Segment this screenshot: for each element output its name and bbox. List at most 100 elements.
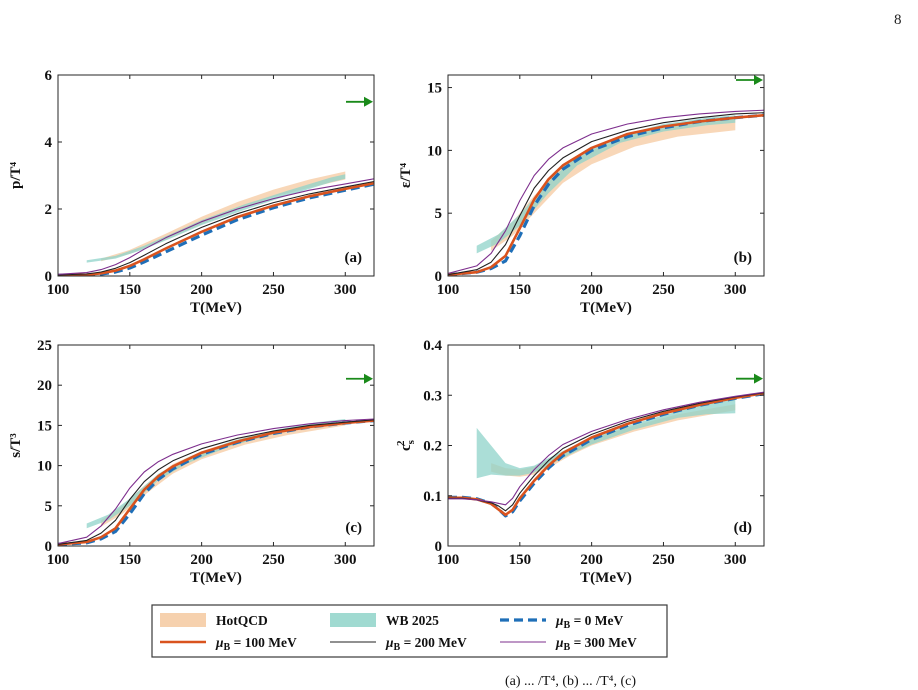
x-axis-label: T(MeV)	[190, 300, 242, 316]
legend-label: WB 2025	[386, 613, 439, 628]
plot-area	[58, 171, 374, 276]
legend-label: μB = 200 MeV	[385, 635, 467, 653]
y-tick-label: 6	[45, 68, 53, 84]
y-tick-label: 25	[37, 338, 52, 354]
x-tick-label: 300	[334, 552, 357, 568]
y-axis-label: s/T³	[8, 433, 24, 458]
band-wb-2025	[476, 397, 736, 479]
panel-label: (d)	[734, 520, 752, 536]
x-tick-label: 100	[437, 282, 460, 298]
plot-area	[58, 418, 374, 546]
series-line-mub-300	[448, 109, 764, 275]
legend-label: μB = 100 MeV	[215, 635, 297, 653]
series-line-mub-300	[448, 391, 764, 506]
chart-panel-4: 100 150 200 250 300 0 0.1 0.2 0.3 0.4 T(MeV) cs2 (d)	[395, 338, 765, 586]
y-tick-label: 20	[37, 378, 52, 394]
axes-box	[57, 74, 375, 277]
series-line-mub-200	[58, 180, 374, 276]
legend-item-b-0-mev: μB = 0 MeV	[500, 613, 623, 631]
legend-box	[151, 604, 668, 658]
x-tick-label: 300	[334, 282, 357, 298]
y-tick-label: 15	[37, 418, 52, 434]
plot-area	[448, 391, 764, 518]
band-hotqcd	[101, 419, 346, 527]
x-tick-label: 200	[190, 552, 213, 568]
x-tick-label: 150	[509, 282, 532, 298]
x-tick-label: 300	[724, 552, 747, 568]
x-tick-label: 150	[509, 552, 532, 568]
series-line-mub-200	[448, 392, 764, 512]
plot-area	[448, 109, 764, 276]
x-axis-label: T(MeV)	[580, 570, 632, 586]
x-tick-label: 250	[262, 282, 285, 298]
x-axis-label: T(MeV)	[580, 300, 632, 316]
y-tick-label: 0.3	[423, 388, 442, 404]
x-tick-label: 200	[580, 552, 603, 568]
y-tick-label: 2	[45, 202, 53, 218]
panel-label: (a)	[345, 250, 363, 266]
x-tick-label: 300	[724, 282, 747, 298]
panel-label: (c)	[345, 520, 362, 536]
legend-item-wb-2025: WB 2025	[330, 613, 439, 628]
y-tick-label: 5	[435, 206, 443, 222]
y-tick-label: 15	[427, 81, 442, 97]
series-line-mub-0	[58, 419, 374, 546]
legend-label: μB = 300 MeV	[555, 635, 637, 653]
x-tick-label: 100	[47, 552, 70, 568]
y-tick-label: 0	[45, 269, 53, 285]
series-line-mub-300	[58, 418, 374, 545]
series-line-mub-100	[448, 113, 764, 276]
limit-arrow-icon	[754, 75, 763, 86]
y-tick-label: 4	[45, 135, 53, 151]
band-wb-2025	[86, 174, 346, 263]
legend-label: μB = 0 MeV	[555, 613, 623, 631]
x-tick-label: 250	[652, 282, 675, 298]
y-tick-label: 0.4	[423, 338, 442, 354]
y-tick-label: 0	[435, 539, 443, 555]
legend-item-b-200-mev: μB = 200 MeV	[330, 635, 467, 653]
y-tick-label: 10	[37, 459, 52, 475]
x-tick-label: 200	[580, 282, 603, 298]
y-tick-label: 0.2	[423, 439, 442, 455]
limit-arrow-icon	[364, 96, 373, 107]
y-tick-label: 10	[427, 143, 442, 159]
series-line-mub-200	[448, 112, 764, 276]
limit-arrow-icon	[754, 373, 763, 384]
series-line-mub-300	[58, 178, 374, 275]
x-tick-label: 150	[119, 282, 142, 298]
series-line-mub-0	[58, 182, 374, 276]
axes-box	[447, 74, 765, 277]
x-tick-label: 250	[262, 552, 285, 568]
axes-box	[447, 344, 765, 547]
x-tick-label: 200	[190, 282, 213, 298]
legend-item-b-100-mev: μB = 100 MeV	[160, 635, 297, 653]
caption-fragment: (a) ... /T⁴, (b) ... /T⁴, (c)	[505, 674, 637, 689]
limit-arrow-icon	[364, 373, 373, 384]
y-axis-label: ε/T⁴	[398, 162, 414, 188]
legend: HotQCD WB 2025 μB = 0 MeV μB = 100 MeV μB = …	[151, 604, 668, 658]
series-line-mub-100	[58, 181, 374, 276]
legend-label: HotQCD	[216, 613, 268, 628]
page-number: 8	[894, 12, 902, 28]
y-tick-label: 5	[45, 499, 53, 515]
legend-item-b-300-mev: μB = 300 MeV	[500, 635, 637, 653]
axes-box	[57, 344, 375, 547]
y-tick-label: 0	[45, 539, 53, 555]
x-tick-label: 150	[119, 552, 142, 568]
chart-panel-3: 100 150 200 250 300 0 5 10 15 20 25 T(MeV) s/T³ (c)	[8, 338, 375, 586]
y-axis-label: p/T⁴	[8, 161, 24, 189]
legend-swatch	[330, 613, 376, 627]
x-axis-label: T(MeV)	[190, 570, 242, 586]
y-tick-label: 0.1	[423, 489, 442, 505]
band-wb-2025	[86, 419, 346, 529]
legend-swatch	[160, 613, 206, 627]
chart-panel-1: 100 150 200 250 300 0 2 4 6 T(MeV) p/T⁴ (a)	[8, 68, 375, 316]
series-line-mub-200	[58, 419, 374, 545]
x-tick-label: 100	[47, 282, 70, 298]
panel-label: (b)	[734, 250, 752, 266]
legend-item-hotqcd: HotQCD	[160, 613, 268, 628]
series-line-mub-0	[448, 113, 764, 276]
y-tick-label: 0	[435, 269, 443, 285]
